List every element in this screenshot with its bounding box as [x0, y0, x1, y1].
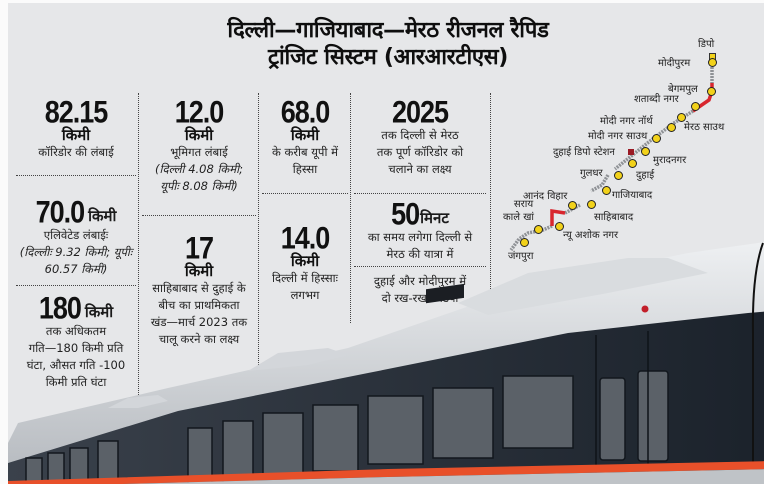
stat-value: 70.0: [35, 194, 86, 230]
stat-value: 2025: [391, 94, 449, 130]
stat-detail: यूपीः 8.08 किमी): [160, 179, 238, 193]
station-new-ashok-nagar: न्यू अशोक नगर: [563, 230, 619, 241]
station-label-line: सराय: [513, 199, 534, 210]
stat-value: 82.15: [44, 94, 109, 130]
stat-desc: भूमिगत लंबाई: [170, 145, 228, 159]
stat-underground-length: 12.0 किमी भूमिगत लंबाई (दिल्ली 4.08 किमी…: [142, 94, 256, 195]
station-dot-icon: [602, 186, 611, 195]
stat-desc: के करीब यूपी में: [272, 145, 338, 159]
stat-desc: हिस्सा: [292, 162, 318, 176]
station-jangpura: जंगपुरा: [508, 251, 534, 262]
stat-unit: किमी: [184, 126, 214, 144]
divider: [350, 93, 351, 323]
station-dot-icon: [520, 238, 529, 247]
station-guldhar: गुलधर: [580, 168, 603, 179]
station-dot-icon: [667, 123, 676, 132]
station-begumpul: बेगमपुल: [668, 84, 698, 95]
stat-unit: किमी: [290, 126, 320, 144]
stat-up-share: 68.0 किमी के करीब यूपी में हिस्सा: [262, 94, 348, 178]
divider: [490, 93, 491, 323]
stat-value: 50: [391, 196, 420, 232]
stat-unit: मिनट: [420, 209, 449, 227]
station-muradnagar: मुरादनगर: [653, 155, 687, 166]
station-label-line: काले खां: [503, 212, 534, 223]
station-shatabdi-nagar: शताब्दी नगर: [634, 94, 679, 105]
station-sarai-kale-khan: सराय काले खां: [503, 198, 534, 224]
stat-target-year: 2025 तक दिल्ली से मेरठ तक पूर्ण कॉरिडोर …: [354, 94, 486, 178]
station-depot: डिपो: [698, 39, 715, 50]
divider: [16, 175, 136, 176]
station-dot-icon: [568, 201, 577, 210]
route-map: [509, 58, 714, 252]
station-meerut-south: मेरठ साउथ: [684, 122, 725, 133]
station-sahibabad: साहिबाबाद: [594, 212, 634, 223]
station-modipuram: मोदीपुरम: [658, 58, 691, 69]
station-dot-icon: [587, 200, 596, 209]
stat-unit: किमी: [61, 126, 91, 144]
title-line-1: दिल्ली—गाजियाबाद—मेरठ रीजनल रैपिड: [227, 18, 549, 43]
stat-desc: चलाने का लक्ष्य: [388, 162, 452, 176]
stat-desc: तक दिल्ली से मेरठ: [381, 128, 459, 142]
divider: [258, 93, 259, 373]
station-modi-nagar-south: मोदी नगर साउथ: [588, 131, 648, 142]
stat-detail: (दिल्ली 4.08 किमी;: [155, 162, 243, 176]
station-duhai: दुहाई: [636, 170, 655, 181]
station-dot-icon: [708, 58, 717, 67]
title-line-2: ट्रांजिट सिस्टम (आरआरटीएस): [267, 45, 509, 70]
stat-desc: कॉरिडोर की लंबाई: [38, 145, 114, 159]
station-ghaziabad: गाजियाबाद: [612, 190, 653, 201]
stat-value: 12.0: [174, 94, 225, 130]
station-anand-vihar: आनंद विहार: [523, 191, 568, 202]
depot-station-marker-icon: [628, 149, 634, 155]
station-dot-icon: [641, 147, 650, 156]
station-dot-icon: [534, 225, 543, 234]
station-dot-icon: [691, 102, 700, 111]
stat-unit: किमी: [88, 207, 117, 225]
station-duhai-depot: दुहाई डिपो स्टेशन: [553, 147, 615, 158]
divider: [142, 215, 256, 216]
station-modi-nagar-north: मोदी नगर नॉर्थ: [600, 116, 653, 127]
stat-desc: तक पूर्ण कॉरिडोर को: [376, 145, 464, 159]
station-dot-icon: [677, 113, 686, 122]
divider: [262, 193, 348, 194]
station-dot-icon: [628, 159, 637, 168]
stat-corridor-length: 82.15 किमी कॉरिडोर की लंबाई: [16, 94, 136, 161]
stat-desc: का समय लगेगा दिल्ली से: [367, 230, 473, 244]
stat-value: 68.0: [280, 94, 331, 130]
station-dot-icon: [652, 134, 661, 143]
station-dot-icon: [614, 171, 623, 180]
divider: [354, 193, 486, 194]
station-dot-icon: [555, 222, 564, 231]
infographic-title: दिल्ली—गाजियाबाद—मेरठ रीजनल रैपिड ट्रांज…: [168, 17, 608, 71]
stat-desc: एलिवेटेड लंबाईः: [43, 228, 109, 242]
station-dot-icon: [707, 87, 716, 96]
